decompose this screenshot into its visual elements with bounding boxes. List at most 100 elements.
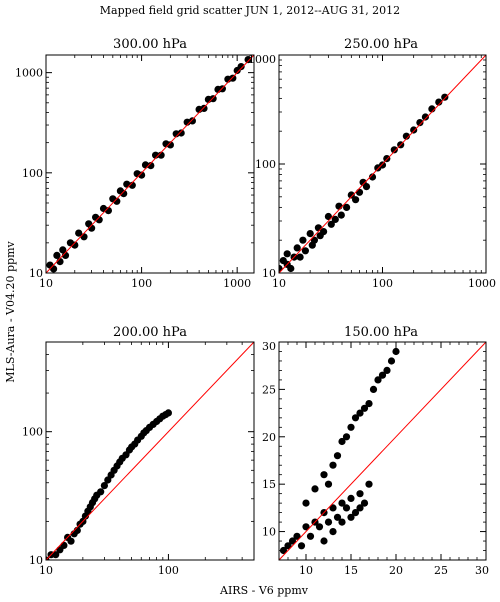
data-point — [80, 233, 88, 241]
data-point — [279, 546, 288, 555]
panel-title: 200.00 hPa — [113, 325, 187, 340]
data-point — [71, 241, 79, 249]
data-point — [138, 171, 146, 179]
data-point — [200, 104, 208, 112]
data-point — [362, 183, 371, 191]
data-point — [337, 211, 345, 219]
data-point — [329, 504, 337, 512]
x-tick-label: 10 — [39, 277, 53, 290]
data-point — [369, 385, 378, 393]
data-point — [390, 146, 398, 154]
data-point — [293, 244, 301, 252]
data-point — [244, 56, 252, 64]
data-point — [301, 247, 309, 255]
data-point — [441, 93, 449, 101]
data-point — [324, 212, 332, 221]
data-point — [356, 504, 364, 512]
y-tick-label: 20 — [262, 431, 276, 444]
data-point — [311, 485, 319, 493]
data-point — [67, 537, 75, 545]
x-tick-label: 30 — [475, 564, 489, 577]
data-point — [147, 162, 155, 170]
y-tick-label: 1000 — [248, 53, 276, 66]
x-tick-label: 25 — [434, 564, 448, 577]
data-point — [283, 250, 291, 258]
data-point — [296, 253, 304, 261]
data-points — [46, 56, 252, 273]
x-tick-label: 10 — [39, 564, 53, 577]
data-point — [331, 215, 339, 223]
data-point — [333, 452, 342, 460]
y-tick-label: 10 — [29, 554, 43, 567]
data-point — [52, 551, 60, 559]
y-tick-label: 10 — [29, 267, 43, 280]
data-point — [324, 480, 333, 488]
data-point — [374, 376, 382, 384]
data-point — [95, 216, 103, 224]
data-point — [287, 264, 295, 273]
data-point — [128, 181, 136, 189]
data-point — [347, 423, 355, 431]
data-point — [100, 482, 108, 490]
data-point — [347, 494, 355, 502]
x-tick-label: 100 — [131, 277, 152, 290]
x-tick-label: 10 — [272, 277, 286, 290]
data-points — [279, 93, 449, 273]
panel-150-hpa: 150.00 hPa 10 15 20 25 30 10 15 20 25 30 — [262, 325, 489, 577]
y-tick-label: 15 — [262, 478, 276, 491]
x-tick-label: 10 — [299, 564, 313, 577]
data-point — [392, 347, 400, 356]
x-tick-label: 100 — [372, 277, 393, 290]
data-point — [343, 203, 351, 211]
panel-title: 150.00 hPa — [344, 325, 418, 340]
data-point — [416, 119, 424, 127]
data-point — [351, 414, 360, 422]
data-point — [338, 437, 346, 446]
y-tick-label: 10 — [262, 267, 276, 280]
figure-xlabel: AIRS - V6 ppmv — [219, 584, 309, 597]
data-point — [288, 537, 297, 545]
data-point — [333, 513, 342, 521]
panel-300-hpa: 300.00 hPa 10 100 1000 10 100 1000 — [15, 37, 255, 290]
data-point — [302, 499, 310, 507]
data-point — [329, 461, 337, 469]
data-point — [50, 265, 58, 273]
one-to-one-line — [278, 54, 487, 274]
data-point — [97, 488, 105, 496]
data-point — [378, 161, 387, 169]
data-point — [188, 117, 196, 125]
data-point — [152, 151, 160, 159]
figure-ylabel: MLS-Aura - V04.20 ppmv — [4, 240, 17, 382]
data-point — [383, 366, 391, 374]
panel-200-hpa: 200.00 hPa 10 100 10 100 — [22, 325, 255, 577]
data-point — [166, 141, 174, 149]
data-point — [365, 480, 373, 488]
data-point — [347, 513, 355, 521]
x-tick-label: 15 — [344, 564, 358, 577]
panel-title: 300.00 hPa — [113, 37, 187, 52]
data-point — [383, 155, 391, 163]
data-point — [293, 532, 301, 540]
data-point — [157, 151, 165, 159]
data-point — [306, 230, 314, 238]
data-point — [310, 236, 318, 244]
plot-frame — [45, 341, 255, 561]
data-point — [356, 409, 364, 417]
x-tick-label: 1000 — [468, 277, 496, 290]
y-tick-label: 30 — [262, 340, 276, 353]
data-point — [302, 523, 310, 531]
data-point — [306, 532, 315, 540]
data-point — [421, 113, 429, 121]
data-point — [209, 95, 217, 103]
data-point — [356, 490, 364, 498]
data-point — [315, 523, 324, 531]
data-point — [320, 537, 328, 545]
plot-frame — [278, 341, 487, 561]
data-point — [335, 202, 343, 210]
figure-title: Mapped field grid scatter JUN 1, 2012--A… — [100, 4, 400, 17]
data-point — [338, 518, 346, 526]
data-point — [53, 251, 61, 259]
y-tick-label: 1000 — [15, 67, 43, 80]
panel-title: 250.00 hPa — [344, 37, 418, 52]
one-to-one-line — [45, 341, 255, 561]
